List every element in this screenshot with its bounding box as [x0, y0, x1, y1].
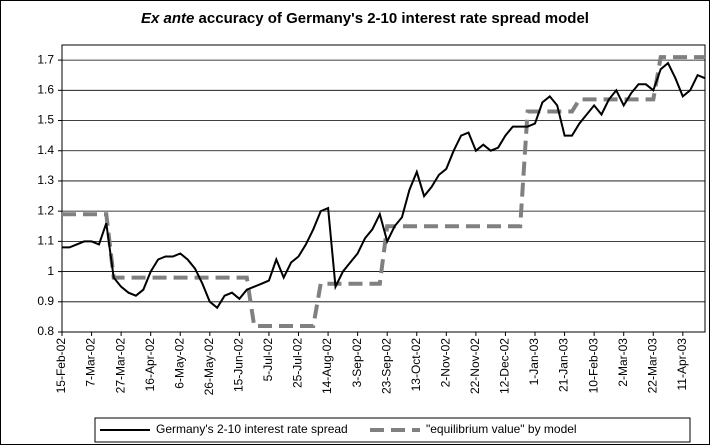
x-tick-label: 12-Dec-02: [498, 338, 512, 394]
x-tick-label: 26-May-02: [202, 338, 216, 396]
y-tick-label: 1.1: [37, 234, 54, 248]
y-tick-label: 1.2: [37, 203, 54, 217]
x-tick-label: 6-May-02: [172, 338, 186, 389]
x-tick-label: 2-Mar-03: [616, 338, 630, 387]
title-text: accuracy of Germany's 2-10 interest rate…: [199, 10, 589, 27]
y-tick-label: 0.9: [37, 294, 54, 308]
y-tick-label: 1.6: [37, 82, 54, 96]
x-tick-label: 15-Jun-02: [232, 338, 246, 392]
x-tick-label: 13-Oct-02: [409, 338, 423, 392]
title-italic: Ex ante: [141, 10, 194, 27]
y-tick-label: 1.5: [37, 113, 54, 127]
x-tick-label: 16-Apr-02: [143, 338, 157, 392]
x-tick-label: 10-Feb-03: [586, 338, 600, 394]
x-tick-label: 2-Nov-02: [438, 338, 452, 388]
x-tick-label: 21-Jan-03: [557, 338, 571, 392]
x-tick-label: 15-Feb-02: [54, 338, 68, 394]
legend-label: "equilibrium value" by model: [426, 422, 577, 436]
x-tick-label: 22-Nov-02: [468, 338, 482, 394]
legend-box: [94, 417, 691, 443]
y-tick-label: 1.7: [37, 52, 54, 66]
series-line: [62, 61, 706, 310]
x-tick-label: 3-Sep-02: [350, 338, 364, 388]
x-tick-label: 11-Apr-03: [675, 338, 689, 391]
y-tick-label: 0.8: [37, 324, 54, 338]
x-tick-label: 23-Sep-02: [379, 338, 393, 394]
x-tick-label: 14-Aug-02: [320, 338, 334, 394]
y-tick-label: 1.3: [37, 173, 54, 187]
plot-area: [61, 44, 706, 333]
x-tick-label: 1-Jan-03: [527, 338, 541, 386]
x-tick-label: 7-Mar-02: [84, 338, 98, 387]
x-tick-label: 5-Jul-02: [261, 338, 275, 382]
legend-label: Germany's 2-10 interest rate spread: [156, 422, 348, 436]
x-tick-label: 27-Mar-02: [113, 338, 127, 394]
x-tick-label: 22-Mar-03: [645, 338, 659, 394]
y-tick-label: 1.4: [37, 143, 54, 157]
chart-title: Ex ante accuracy of Germany's 2-10 inter…: [141, 10, 589, 27]
y-tick-label: 1: [47, 264, 54, 278]
x-tick-label: 25-Jul-02: [291, 338, 305, 388]
